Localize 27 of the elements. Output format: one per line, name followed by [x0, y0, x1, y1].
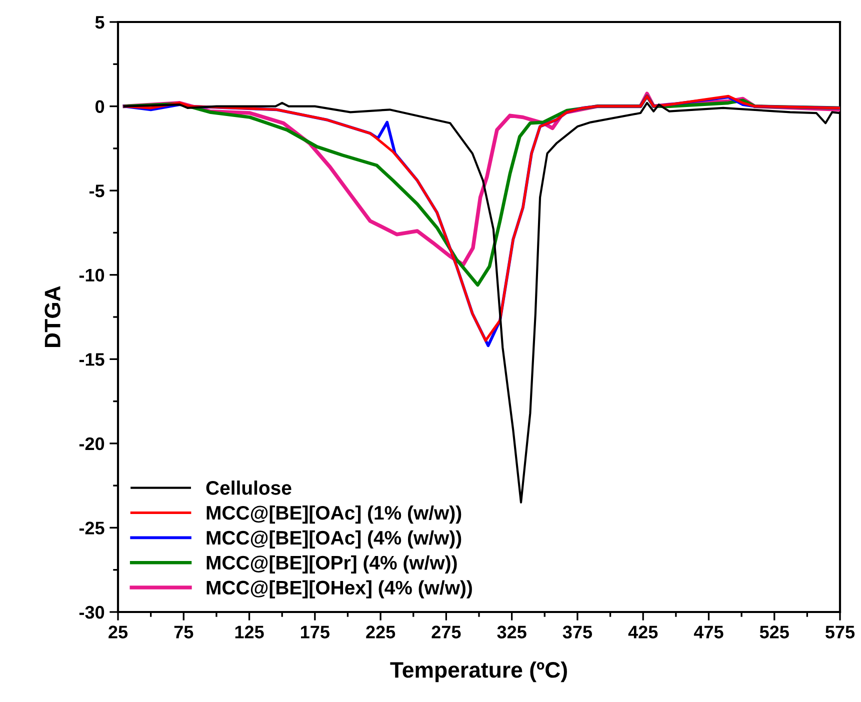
legend-label: MCC@[BE][OAc] (4% (w/w)): [206, 530, 462, 549]
y-tick-label: 5: [95, 16, 104, 29]
y-tick-label: -15: [79, 353, 104, 366]
y-tick-label: -5: [89, 184, 104, 198]
x-tick-label: 425: [628, 626, 658, 638]
y-tick-label: -25: [79, 522, 104, 534]
y-tick-label: -10: [79, 268, 104, 282]
legend-label: MCC@[BE][OAc] (1% (w/w)): [206, 505, 462, 524]
x-tick-label: 225: [366, 626, 396, 638]
y-tick-label: -20: [79, 437, 104, 450]
x-tick-label: 275: [432, 626, 461, 638]
x-tick-label: 175: [300, 626, 330, 638]
x-axis-title: Temperature (ºC): [390, 661, 567, 682]
x-tick-label: 325: [497, 626, 526, 638]
x-tick-label: 75: [174, 626, 194, 638]
x-tick-label: 525: [760, 626, 789, 638]
x-tick-label: 375: [562, 626, 592, 638]
legend-label: MCC@[BE][OHex] (4% (w/w)): [206, 580, 472, 598]
x-tick-label: 25: [108, 626, 128, 638]
legend-label: MCC@[BE][OPr] (4% (w/w)): [206, 555, 457, 574]
x-tick-label: 575: [825, 626, 855, 638]
y-tick-label: -30: [79, 606, 104, 619]
legend-label: Cellulose: [206, 480, 292, 495]
y-axis-title: DTGA: [44, 286, 60, 347]
y-tick-label: 0: [95, 100, 104, 114]
x-tick-label: 475: [694, 626, 724, 638]
x-tick-label: 125: [235, 626, 264, 638]
